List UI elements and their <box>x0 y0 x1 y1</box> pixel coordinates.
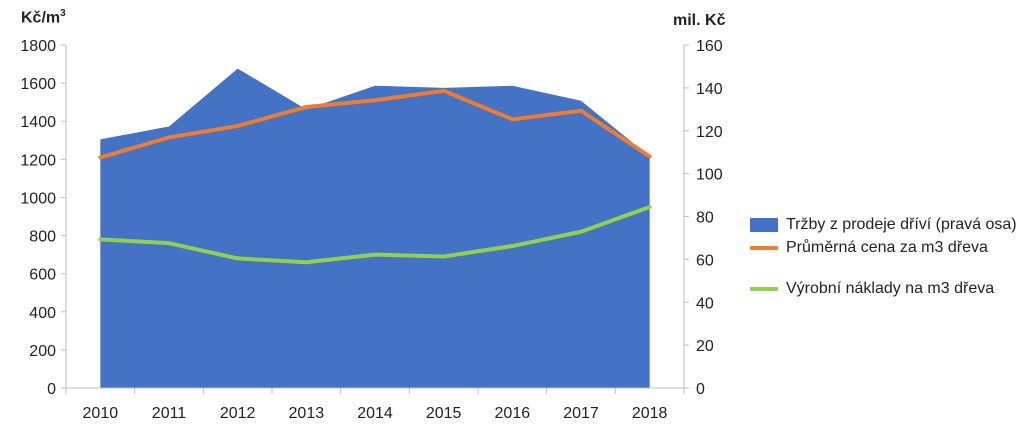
left-tick-label: 1000 <box>20 190 56 207</box>
legend-swatch-costs <box>750 287 778 291</box>
line-series-costs <box>98 204 652 265</box>
right-tick-label: 20 <box>696 338 714 355</box>
left-tick-label: 0 <box>47 381 56 398</box>
right-tick-label: 100 <box>696 167 723 184</box>
right-tick-label: 160 <box>696 38 723 55</box>
left-tick-label: 1800 <box>20 38 56 55</box>
legend: Tržby z prodeje dříví (pravá osa) Průměr… <box>750 214 1020 299</box>
left-tick-label: 1400 <box>20 114 56 131</box>
line-layer <box>98 88 652 265</box>
line-series-price <box>98 88 652 160</box>
left-tick-label: 600 <box>29 267 56 284</box>
legend-item-revenue: Tržby z prodeje dříví (pravá osa) <box>750 214 1020 235</box>
left-tick-label: 200 <box>29 343 56 360</box>
right-tick-label: 40 <box>696 295 714 312</box>
left-tick-label: 1200 <box>20 152 56 169</box>
left-tick-label: 1600 <box>20 76 56 93</box>
x-tick-label: 2012 <box>220 405 256 422</box>
x-tick-label: 2014 <box>357 405 393 422</box>
left-axis-unit: Kč/m3 <box>21 8 66 27</box>
right-tick-label: 0 <box>696 381 705 398</box>
x-tick-label: 2017 <box>563 405 599 422</box>
legend-item-price: Průměrná cena za m3 dřeva <box>750 237 1020 258</box>
legend-label-price: Průměrná cena za m3 dřeva <box>786 239 988 256</box>
legend-swatch-price <box>750 246 778 250</box>
x-tick-label: 2018 <box>632 405 668 422</box>
x-tick-label: 2010 <box>83 405 119 422</box>
area-series-revenue <box>100 68 650 389</box>
legend-label-revenue: Tržby z prodeje dříví (pravá osa) <box>786 216 1017 233</box>
right-tick-label: 60 <box>696 252 714 269</box>
x-tick-label: 2013 <box>289 405 325 422</box>
legend-label-costs: Výrobní náklady na m3 dřeva <box>786 280 995 297</box>
x-tick-label: 2016 <box>495 405 531 422</box>
legend-swatch-revenue <box>750 218 778 232</box>
axis-layer: 0 200 400 600 800 1000 1200 1400 1600 1800 0 20 40 60… <box>20 38 722 422</box>
left-tick-label: 400 <box>29 305 56 322</box>
x-tick-label: 2011 <box>152 405 187 422</box>
right-tick-label: 120 <box>696 124 723 141</box>
area-layer <box>100 68 650 389</box>
left-tick-label: 800 <box>29 229 56 246</box>
right-tick-label: 80 <box>696 210 714 227</box>
right-axis-unit: mil. Kč <box>673 12 726 29</box>
x-tick-label: 2015 <box>426 405 462 422</box>
legend-item-costs: Výrobní náklady na m3 dřeva <box>750 278 1020 299</box>
right-tick-label: 140 <box>696 81 723 98</box>
